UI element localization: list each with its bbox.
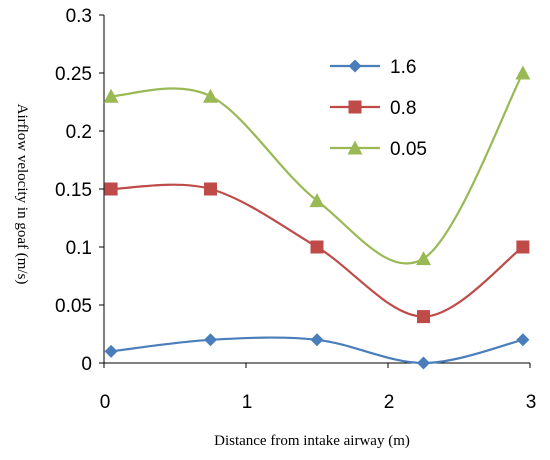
data-point xyxy=(104,182,118,196)
x-tick-label: 3 xyxy=(526,392,537,413)
legend-marker xyxy=(347,140,363,155)
series-layer xyxy=(103,65,531,370)
x-tick-label: 2 xyxy=(384,392,395,413)
y-axis-title: Airflow velocity in goaf (m/s) xyxy=(14,104,30,285)
data-point xyxy=(516,333,530,347)
series-0.05 xyxy=(103,65,531,266)
legend-item: 1.6 xyxy=(330,57,416,78)
data-point xyxy=(204,333,217,347)
data-point xyxy=(516,240,530,254)
legend-label: 0.8 xyxy=(390,98,416,119)
plot-area: 0 0.05 0.1 0.15 0.2 0.25 0.3 0 1 2 3 xyxy=(55,6,536,413)
legend-label: 1.6 xyxy=(390,57,416,78)
x-axis-title: Distance from intake airway (m) xyxy=(214,433,410,449)
y-tick-label: 0.1 xyxy=(66,238,92,259)
data-point xyxy=(203,88,218,103)
data-point xyxy=(310,240,324,254)
legend-marker xyxy=(348,100,362,114)
legend-item: 0.8 xyxy=(330,98,416,119)
y-tick-label: 0.05 xyxy=(55,296,92,317)
data-point xyxy=(417,310,430,324)
series-line xyxy=(111,72,524,265)
data-point xyxy=(515,65,531,80)
legend-label: 0.05 xyxy=(390,139,427,160)
series-0.8 xyxy=(104,182,530,324)
legend: 1.6 0.8 0.05 xyxy=(330,57,427,160)
y-tick-label: 0.15 xyxy=(55,180,92,201)
data-point xyxy=(310,333,324,347)
legend-item: 0.05 xyxy=(330,139,427,160)
y-axis-ticks: 0 0.05 0.1 0.15 0.2 0.25 0.3 xyxy=(55,6,104,375)
data-point xyxy=(309,193,325,208)
data-point xyxy=(103,88,119,103)
x-tick-label: 0 xyxy=(100,392,111,413)
data-point xyxy=(417,356,430,370)
data-point xyxy=(204,182,217,196)
legend-marker xyxy=(348,59,362,73)
y-tick-label: 0.2 xyxy=(66,122,92,143)
data-point xyxy=(104,344,118,358)
data-point xyxy=(416,251,431,266)
y-tick-label: 0 xyxy=(81,354,92,375)
y-tick-label: 0.25 xyxy=(55,64,92,85)
x-axis-ticks: 0 1 2 3 xyxy=(100,363,537,413)
x-tick-label: 1 xyxy=(242,392,253,413)
y-tick-label: 0.3 xyxy=(66,6,92,27)
series-1.6 xyxy=(104,333,530,370)
